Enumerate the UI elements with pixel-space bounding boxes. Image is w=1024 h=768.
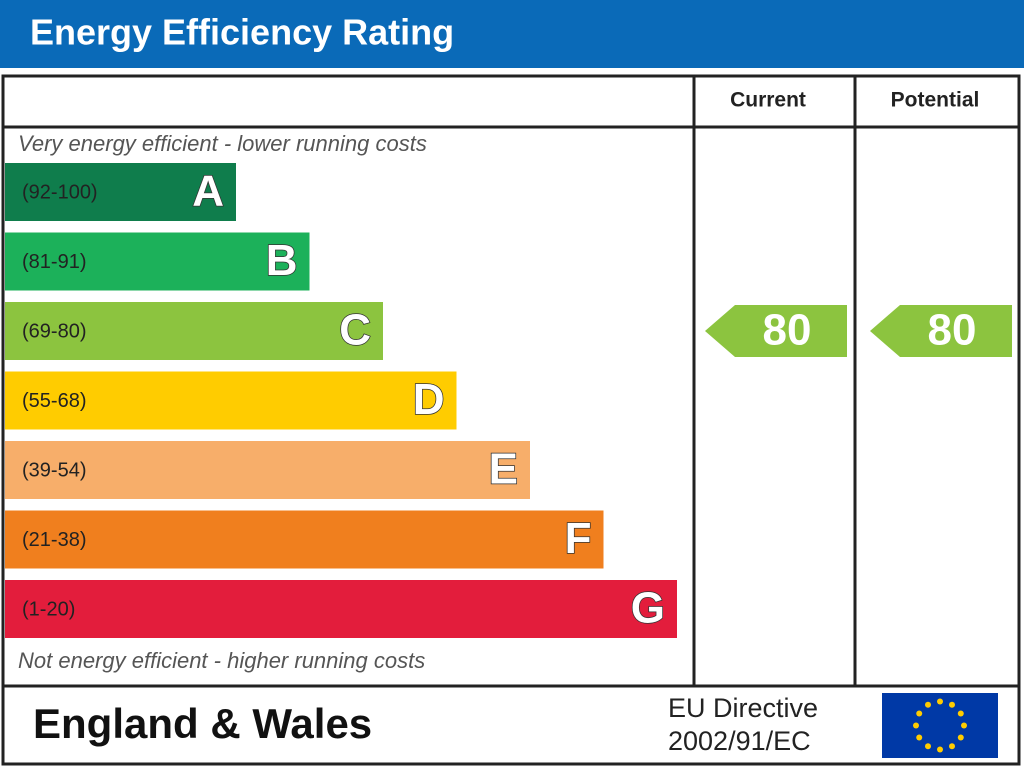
- band: [5, 302, 383, 360]
- bottom-note: Not energy efficient - higher running co…: [18, 648, 425, 673]
- star: [961, 722, 967, 729]
- band-letter: B: [266, 236, 298, 285]
- band: [5, 441, 530, 499]
- band-letter: G: [631, 584, 665, 633]
- rating-value: 80: [928, 306, 977, 355]
- band: [5, 371, 457, 430]
- band-range: (1-20): [22, 598, 75, 620]
- star: [949, 701, 955, 708]
- star: [925, 743, 931, 750]
- rating-arrow: [705, 305, 847, 357]
- star: [916, 734, 923, 741]
- band-range: (69-80): [22, 320, 86, 342]
- rating-value: 80: [763, 306, 812, 355]
- directive-line: 2002/91/EC: [668, 726, 811, 756]
- region: England & Wales: [33, 700, 372, 747]
- title: Energy Efficiency Rating: [30, 12, 454, 53]
- star: [925, 701, 931, 708]
- star: [937, 698, 943, 705]
- star: [916, 710, 923, 717]
- band: [5, 232, 310, 291]
- band: [5, 580, 677, 638]
- column-header: Current: [730, 89, 806, 112]
- frame: [1, 74, 1021, 766]
- column-header: Potential: [891, 89, 980, 112]
- band-range: (21-38): [22, 529, 86, 551]
- band: [5, 510, 604, 569]
- star: [937, 746, 943, 753]
- band-range: (55-68): [22, 390, 86, 412]
- top-note: Very energy efficient - lower running co…: [18, 131, 427, 156]
- band: [5, 163, 236, 221]
- star: [913, 722, 919, 729]
- rating-arrow: [870, 305, 1012, 357]
- band-letter: C: [339, 306, 371, 355]
- band-letter: F: [565, 514, 592, 563]
- directive-line: EU Directive: [668, 693, 818, 723]
- band-letter: A: [192, 167, 224, 216]
- band-range: (92-100): [22, 181, 98, 203]
- star: [957, 734, 964, 741]
- title-bar: [0, 0, 1024, 68]
- band-letter: E: [489, 445, 518, 494]
- band-range: (81-91): [22, 251, 86, 273]
- band-letter: D: [413, 375, 445, 424]
- band-range: (39-54): [22, 459, 86, 481]
- star: [957, 710, 964, 717]
- star: [949, 743, 955, 750]
- eu-stars: [913, 698, 967, 753]
